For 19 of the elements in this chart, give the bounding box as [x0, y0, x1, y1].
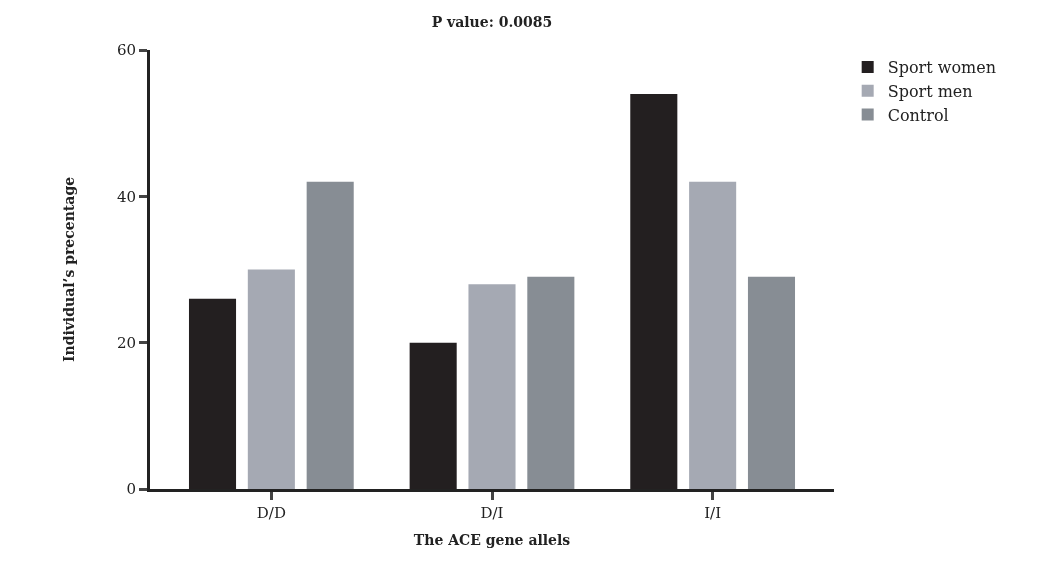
y-tick-label: 40 — [116, 187, 136, 206]
x-tick-label: I/I — [704, 504, 722, 522]
bar — [468, 284, 516, 489]
x-axis-title: The ACE gene allels — [413, 532, 571, 549]
y-tick-label: 20 — [116, 333, 136, 352]
bar — [247, 269, 295, 489]
legend-label: Sport men — [887, 81, 973, 101]
legend-label: Sport women — [887, 58, 996, 78]
bar — [689, 181, 737, 489]
bar — [527, 276, 575, 489]
legend-label: Control — [887, 105, 949, 125]
bar — [747, 276, 796, 489]
y-axis-title: Individual’s precentage — [60, 176, 77, 363]
y-tick-label: 60 — [116, 41, 136, 60]
x-tick-label: D/D — [256, 504, 286, 522]
y-tick-label: 0 — [126, 480, 136, 499]
chart-title: P value: 0.0085 — [431, 14, 553, 31]
x-tick-label: D/I — [480, 504, 504, 522]
bar — [306, 181, 354, 489]
